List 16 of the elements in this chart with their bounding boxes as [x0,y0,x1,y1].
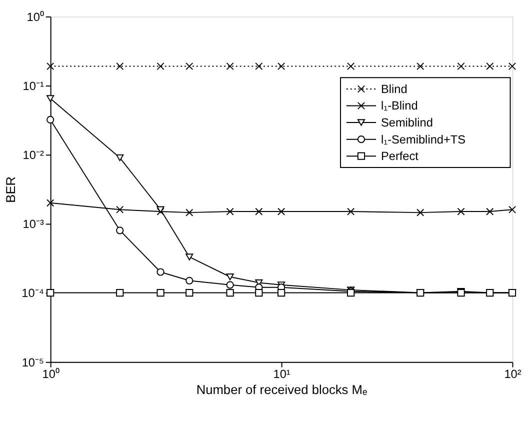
legend-label: Semiblind [380,115,433,130]
y-axis-title: BER [2,176,18,203]
legend-label: l₁-Semiblind+TS [380,132,466,146]
legend-label: Blind [380,82,408,96]
x-tick-label: 10² [504,367,522,382]
y-tick-label: 10⁻¹ [22,78,44,93]
y-tick-label: 10⁻³ [22,217,44,232]
x-tick-label: 10¹ [273,367,290,382]
y-tick-label: 10⁻² [22,148,44,162]
x-axis-title: Number of received blocks Mₑ [196,382,368,397]
y-tick-label: 10⁰ [26,10,44,24]
y-tick-label: 10⁻⁵ [22,355,44,370]
legend-label: l₁-Blind [380,98,418,113]
y-tick-label: 10⁻⁴ [22,286,44,300]
x-tick-label: 10⁰ [42,367,60,382]
legend-label: Perfect [380,149,420,164]
